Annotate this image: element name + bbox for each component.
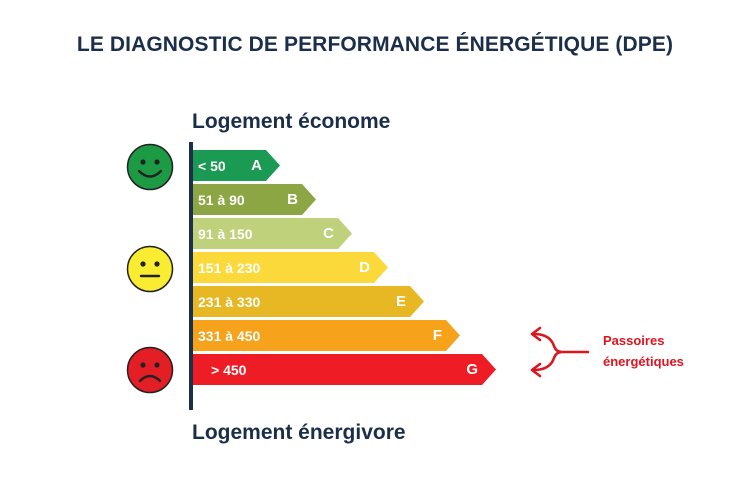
dpe-bar-a: < 50 A [193,150,280,181]
annotation-line-2: énergétiques [603,354,684,369]
bar-range-label: 231 à 330 [198,293,261,310]
dpe-bar-f: 331 à 450 F [193,320,460,351]
bar-range-label: > 450 [211,361,247,378]
bar-letter: B [287,191,298,208]
bar-range-label: 91 à 150 [198,225,253,242]
double-arrow-brace-icon [530,326,590,378]
bar-letter: F [432,327,442,344]
vertical-axis-line [189,142,193,410]
bar-letter: A [251,157,262,174]
happy-face-icon [126,143,174,191]
bar-range-label: 331 à 450 [198,327,261,344]
dpe-bar-e: 231 à 330 E [193,286,424,317]
bar-range-label: 151 à 230 [198,259,261,276]
label-logement-econome: Logement économe [192,110,391,133]
dpe-bar-c: 91 à 150 C [193,218,352,249]
annotation-line-1: Passoires [603,333,665,348]
dpe-bar-d: 151 à 230 D [193,252,388,283]
passoires-annotation: Passoires énergétiques [603,330,684,372]
bar-range-label: < 50 [198,157,226,174]
bar-letter: C [323,225,334,242]
bar-letter: D [359,259,370,276]
bar-letter: E [395,293,406,310]
bar-range-label: 51 à 90 [198,191,245,208]
neutral-face-icon [126,245,174,293]
label-logement-energivore: Logement énergivore [192,421,406,444]
dpe-bar-g: > 450 G [193,354,496,385]
dpe-bar-b: 51 à 90 B [193,184,316,215]
page-title: LE DIAGNOSTIC DE PERFORMANCE ÉNERGÉTIQUE… [76,33,674,56]
bar-letter: G [466,361,478,378]
sad-face-icon [126,346,174,394]
